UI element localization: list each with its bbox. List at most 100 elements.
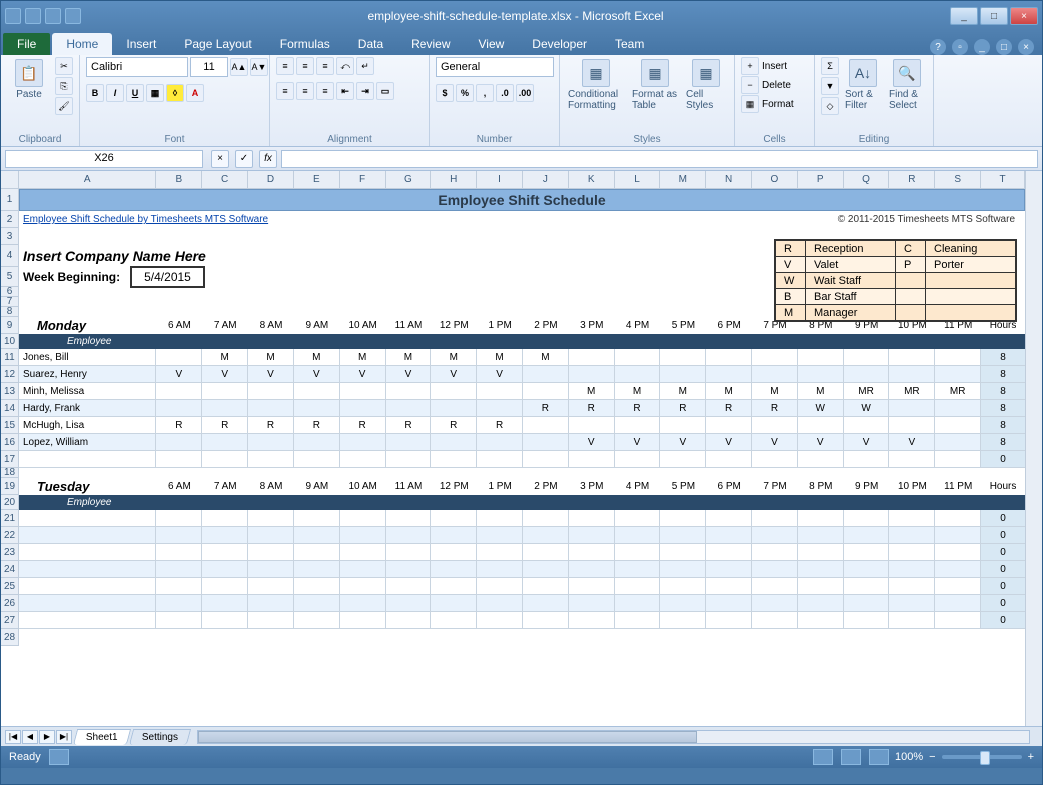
shift-cell[interactable] bbox=[477, 527, 523, 543]
shift-cell[interactable] bbox=[248, 383, 294, 399]
zoom-out-icon[interactable]: − bbox=[929, 751, 935, 763]
ribbon-tab-team[interactable]: Team bbox=[601, 33, 658, 55]
shift-cell[interactable]: M bbox=[294, 349, 340, 365]
shift-cell[interactable] bbox=[248, 578, 294, 594]
col-header[interactable]: S bbox=[935, 171, 981, 188]
col-header[interactable]: B bbox=[156, 171, 202, 188]
shift-cell[interactable] bbox=[615, 451, 661, 467]
shift-cell[interactable]: R bbox=[660, 400, 706, 416]
redo-icon[interactable] bbox=[65, 8, 81, 24]
shift-cell[interactable] bbox=[935, 417, 981, 433]
row-header[interactable]: 5 bbox=[1, 267, 18, 287]
font-size-combo[interactable]: 11 bbox=[190, 57, 228, 77]
shift-cell[interactable] bbox=[156, 451, 202, 467]
shift-cell[interactable] bbox=[660, 366, 706, 382]
shift-cell[interactable]: V bbox=[248, 366, 294, 382]
shift-cell[interactable] bbox=[935, 451, 981, 467]
row-header[interactable]: 2 bbox=[1, 211, 18, 228]
shift-cell[interactable] bbox=[431, 434, 477, 450]
employee-name[interactable] bbox=[19, 510, 156, 526]
shift-cell[interactable]: M bbox=[202, 349, 248, 365]
shift-cell[interactable] bbox=[889, 349, 935, 365]
macro-record-icon[interactable] bbox=[49, 749, 69, 765]
shift-cell[interactable] bbox=[523, 451, 569, 467]
shift-cell[interactable] bbox=[386, 400, 432, 416]
shift-cell[interactable] bbox=[706, 527, 752, 543]
shift-cell[interactable] bbox=[386, 451, 432, 467]
template-link[interactable]: Employee Shift Schedule by Timesheets MT… bbox=[23, 214, 268, 225]
cell-styles-button[interactable]: ▦Cell Styles bbox=[684, 57, 728, 113]
shift-cell[interactable] bbox=[935, 400, 981, 416]
ribbon-tab-page-layout[interactable]: Page Layout bbox=[170, 33, 265, 55]
app-min-icon[interactable]: _ bbox=[974, 39, 990, 55]
sheet-tab-active[interactable]: Sheet1 bbox=[73, 729, 131, 745]
shift-cell[interactable] bbox=[798, 349, 844, 365]
shift-cell[interactable]: V bbox=[752, 434, 798, 450]
shift-cell[interactable] bbox=[706, 366, 752, 382]
shift-cell[interactable] bbox=[935, 544, 981, 560]
shift-cell[interactable] bbox=[660, 578, 706, 594]
shift-cell[interactable] bbox=[294, 578, 340, 594]
shift-cell[interactable] bbox=[660, 451, 706, 467]
shift-cell[interactable] bbox=[202, 451, 248, 467]
employee-name[interactable] bbox=[19, 451, 156, 467]
row-header[interactable]: 15 bbox=[1, 417, 18, 434]
col-header[interactable]: P bbox=[798, 171, 844, 188]
shift-cell[interactable] bbox=[386, 595, 432, 611]
row-header[interactable]: 17 bbox=[1, 451, 18, 468]
shift-cell[interactable] bbox=[156, 349, 202, 365]
shift-cell[interactable] bbox=[706, 417, 752, 433]
shift-cell[interactable] bbox=[798, 544, 844, 560]
shift-cell[interactable]: V bbox=[340, 366, 386, 382]
align-middle-icon[interactable]: ≡ bbox=[296, 57, 314, 75]
shift-cell[interactable] bbox=[202, 578, 248, 594]
shift-cell[interactable] bbox=[798, 366, 844, 382]
view-normal-icon[interactable] bbox=[813, 749, 833, 765]
shift-cell[interactable] bbox=[431, 451, 477, 467]
indent-dec-icon[interactable]: ⇤ bbox=[336, 82, 354, 100]
shift-cell[interactable]: V bbox=[706, 434, 752, 450]
fill-color-icon[interactable]: ◊ bbox=[166, 84, 184, 102]
shift-cell[interactable]: R bbox=[569, 400, 615, 416]
shift-cell[interactable] bbox=[340, 510, 386, 526]
shift-cell[interactable]: R bbox=[248, 417, 294, 433]
shift-cell[interactable] bbox=[248, 400, 294, 416]
shift-cell[interactable] bbox=[798, 451, 844, 467]
row-header[interactable]: 27 bbox=[1, 612, 18, 629]
row-header[interactable]: 16 bbox=[1, 434, 18, 451]
shift-cell[interactable] bbox=[844, 417, 890, 433]
shift-cell[interactable]: V bbox=[844, 434, 890, 450]
shift-cell[interactable] bbox=[156, 510, 202, 526]
shift-cell[interactable] bbox=[431, 578, 477, 594]
row-header[interactable]: 9 bbox=[1, 317, 18, 334]
row-header[interactable]: 22 bbox=[1, 527, 18, 544]
dec-decimal-icon[interactable]: .00 bbox=[516, 84, 534, 102]
formula-bar[interactable] bbox=[281, 150, 1038, 168]
shift-cell[interactable] bbox=[477, 400, 523, 416]
shift-cell[interactable]: R bbox=[294, 417, 340, 433]
shift-cell[interactable] bbox=[752, 527, 798, 543]
shift-cell[interactable] bbox=[615, 561, 661, 577]
row-header[interactable]: 28 bbox=[1, 629, 18, 646]
shift-cell[interactable] bbox=[935, 366, 981, 382]
shift-cell[interactable] bbox=[431, 383, 477, 399]
shift-cell[interactable] bbox=[523, 595, 569, 611]
shift-cell[interactable] bbox=[752, 544, 798, 560]
shift-cell[interactable] bbox=[294, 561, 340, 577]
shift-cell[interactable] bbox=[935, 612, 981, 628]
shift-cell[interactable] bbox=[752, 578, 798, 594]
select-all-corner[interactable] bbox=[1, 171, 19, 189]
shift-cell[interactable] bbox=[752, 595, 798, 611]
zoom-in-icon[interactable]: + bbox=[1028, 751, 1034, 763]
cancel-fx-icon[interactable]: × bbox=[211, 150, 229, 168]
shift-cell[interactable] bbox=[844, 612, 890, 628]
shift-cell[interactable] bbox=[706, 612, 752, 628]
align-center-icon[interactable]: ≡ bbox=[296, 82, 314, 100]
shift-cell[interactable] bbox=[523, 578, 569, 594]
align-left-icon[interactable]: ≡ bbox=[276, 82, 294, 100]
shift-cell[interactable] bbox=[706, 578, 752, 594]
shift-cell[interactable] bbox=[386, 544, 432, 560]
shift-cell[interactable]: R bbox=[431, 417, 477, 433]
orientation-icon[interactable]: ⤺ bbox=[336, 57, 354, 75]
week-date[interactable]: 5/4/2015 bbox=[130, 266, 205, 288]
